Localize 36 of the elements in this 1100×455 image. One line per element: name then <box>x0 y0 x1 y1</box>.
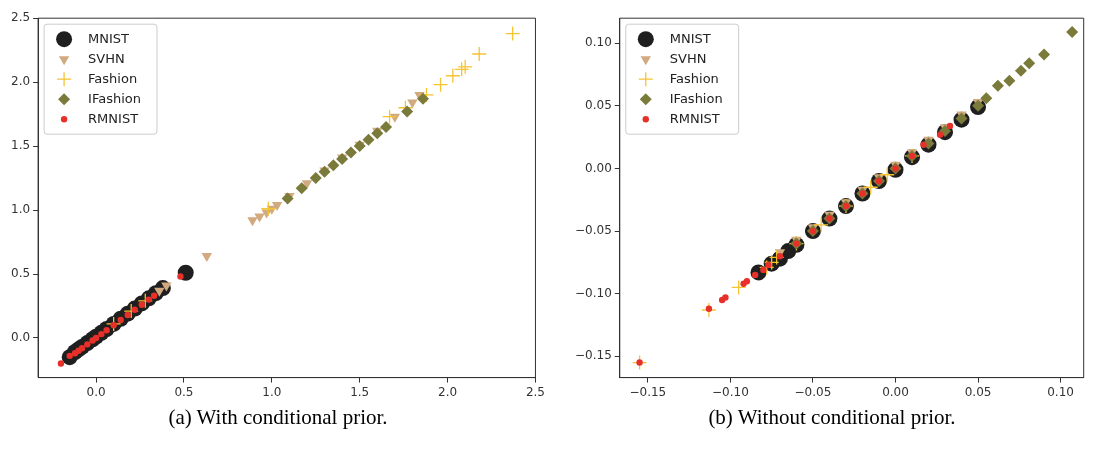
x-tick-label: −0.10 <box>712 384 749 399</box>
legend-label: MNIST <box>88 30 130 46</box>
legend-label: IFashion <box>88 90 141 106</box>
y-tick-label: 0.10 <box>585 35 612 50</box>
legend-label: RMNIST <box>88 110 139 126</box>
y-tick-label: 2.0 <box>10 74 31 89</box>
text: (a) With conditional prior. <box>167 405 389 430</box>
x-tick-label: 0.10 <box>1047 384 1074 399</box>
x-tick-label: 1.0 <box>262 384 282 399</box>
y-tick-label: 0.5 <box>10 266 31 281</box>
legend-label: SVHN <box>88 50 125 66</box>
legend-label: IFashion <box>669 90 723 106</box>
y-tick-label: 1.0 <box>10 202 31 217</box>
y-tick-label: −0.10 <box>574 285 612 300</box>
text: (b) Without conditional prior. <box>707 405 957 430</box>
x-tick-label: 2.5 <box>525 384 545 399</box>
x-tick-label: 0.05 <box>964 384 992 399</box>
x-tick-label: 0.00 <box>882 384 909 399</box>
legend-label: SVHN <box>669 50 707 66</box>
y-tick-label: −0.05 <box>574 223 612 238</box>
x-tick-label: −0.15 <box>629 384 667 399</box>
y-tick-label: 0.0 <box>10 330 31 345</box>
legend-label: Fashion <box>669 70 719 86</box>
x-tick-label: 0.5 <box>174 384 194 399</box>
x-tick-label: 2.0 <box>438 384 458 399</box>
x-tick-label: 1.5 <box>350 384 370 399</box>
y-tick-label: 0.00 <box>585 160 612 175</box>
y-tick-label: −0.15 <box>574 348 612 363</box>
legend-label: Fashion <box>88 70 138 86</box>
x-tick-label: 0.0 <box>86 384 106 399</box>
y-tick-label: 2.5 <box>10 10 31 25</box>
y-tick-label: 0.05 <box>585 97 612 112</box>
legend-label: RMNIST <box>669 110 720 126</box>
y-tick-label: 1.5 <box>10 138 31 153</box>
legend-label: MNIST <box>669 30 711 46</box>
x-tick-label: −0.05 <box>794 384 832 399</box>
